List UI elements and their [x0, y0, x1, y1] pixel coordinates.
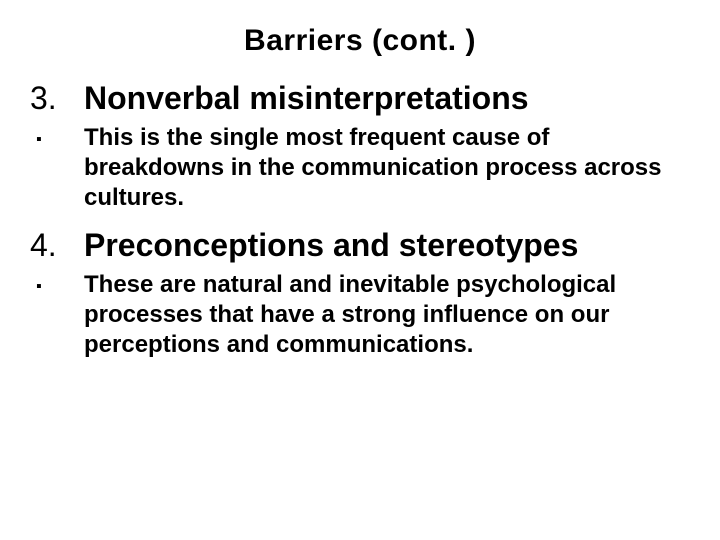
item-body: This is the single most frequent cause o… [84, 123, 684, 213]
item-heading: Nonverbal misinterpretations [84, 80, 529, 117]
slide: Barriers (cont. ) 3. Nonverbal misinterp… [0, 0, 720, 540]
bullet-icon: ▪ [36, 123, 84, 155]
heading-row: 3. Nonverbal misinterpretations [30, 80, 690, 117]
item-number: 3. [30, 80, 84, 117]
item-body: These are natural and inevitable psychol… [84, 270, 684, 360]
body-row: ▪ This is the single most frequent cause… [30, 123, 690, 213]
slide-title: Barriers (cont. ) [30, 24, 690, 58]
item-number: 4. [30, 227, 84, 264]
item-heading: Preconceptions and stereotypes [84, 227, 578, 264]
list-item: 3. Nonverbal misinterpretations ▪ This i… [30, 80, 690, 213]
body-row: ▪ These are natural and inevitable psych… [30, 270, 690, 360]
heading-row: 4. Preconceptions and stereotypes [30, 227, 690, 264]
bullet-icon: ▪ [36, 270, 84, 302]
list-item: 4. Preconceptions and stereotypes ▪ Thes… [30, 227, 690, 360]
